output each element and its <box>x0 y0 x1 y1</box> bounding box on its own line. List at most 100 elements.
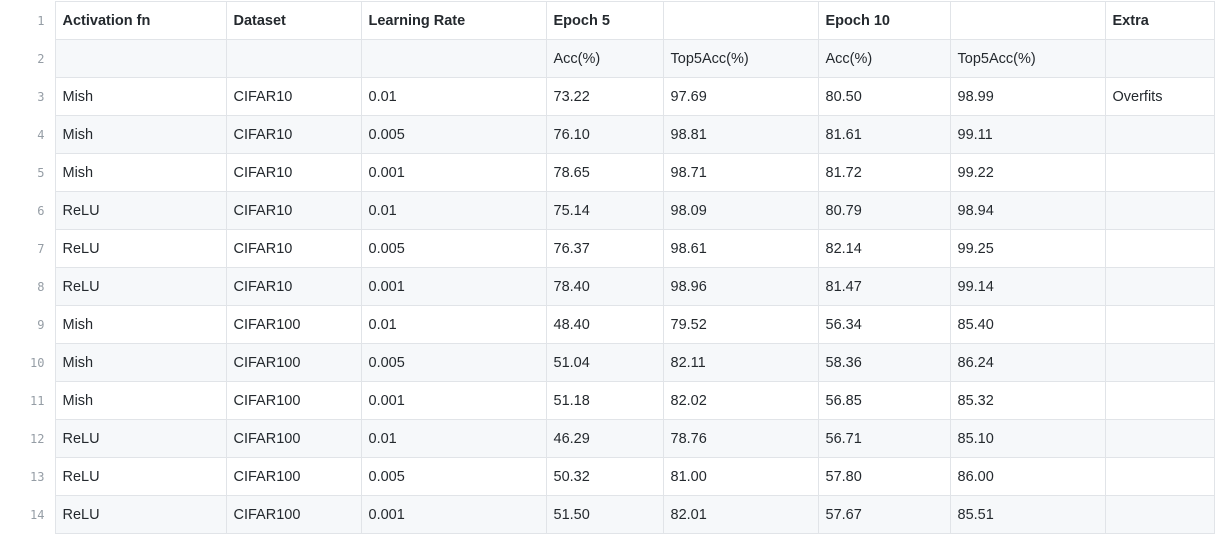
cell-epoch10-top5acc: 98.94 <box>949 191 1106 230</box>
cell-learning-rate: 0.005 <box>360 343 547 382</box>
cell-epoch10-top5acc: 85.32 <box>949 381 1106 420</box>
cell-learning-rate: 0.001 <box>360 381 547 420</box>
cell-extra <box>1104 153 1215 192</box>
cell-epoch5-acc: Epoch 5 <box>545 1 664 40</box>
table-row: 12 ReLU CIFAR100 0.01 46.29 78.76 56.71 85.10 <box>0 419 1215 458</box>
cell-activation-fn: Mish <box>54 153 227 192</box>
cell-learning-rate: 0.01 <box>360 305 547 344</box>
table-row: 11 Mish CIFAR100 0.001 51.18 82.02 56.85 85.32 <box>0 381 1215 420</box>
cell-learning-rate <box>360 39 547 78</box>
cell-epoch10-top5acc: 85.51 <box>949 495 1106 534</box>
cell-dataset: CIFAR10 <box>225 115 362 154</box>
line-number: 1 <box>0 1 55 40</box>
cell-dataset: CIFAR100 <box>225 457 362 496</box>
cell-learning-rate: 0.001 <box>360 153 547 192</box>
cell-learning-rate: 0.005 <box>360 229 547 268</box>
cell-epoch10-top5acc: 85.40 <box>949 305 1106 344</box>
cell-epoch10-acc: 56.34 <box>817 305 951 344</box>
cell-extra <box>1104 495 1215 534</box>
cell-epoch5-top5acc: 97.69 <box>662 77 819 116</box>
cell-learning-rate: Learning Rate <box>360 1 547 40</box>
cell-extra: Extra <box>1104 1 1215 40</box>
cell-epoch5-acc: 76.10 <box>545 115 664 154</box>
cell-learning-rate: 0.01 <box>360 77 547 116</box>
cell-epoch5-acc: 51.18 <box>545 381 664 420</box>
cell-epoch5-acc: 51.04 <box>545 343 664 382</box>
cell-epoch5-acc: 51.50 <box>545 495 664 534</box>
cell-activation-fn: Mish <box>54 343 227 382</box>
cell-epoch10-acc: Epoch 10 <box>817 1 951 40</box>
cell-epoch10-acc: 81.61 <box>817 115 951 154</box>
cell-learning-rate: 0.005 <box>360 115 547 154</box>
line-number: 9 <box>0 305 55 344</box>
cell-epoch10-acc: 80.79 <box>817 191 951 230</box>
cell-activation-fn: Activation fn <box>54 1 227 40</box>
cell-epoch5-top5acc: 98.71 <box>662 153 819 192</box>
cell-epoch10-acc: 56.85 <box>817 381 951 420</box>
cell-epoch10-top5acc: 99.25 <box>949 229 1106 268</box>
cell-epoch5-acc: 46.29 <box>545 419 664 458</box>
cell-extra <box>1104 419 1215 458</box>
cell-learning-rate: 0.005 <box>360 457 547 496</box>
cell-epoch5-top5acc: 98.61 <box>662 229 819 268</box>
line-number: 3 <box>0 77 55 116</box>
cell-epoch10-acc: 81.47 <box>817 267 951 306</box>
cell-activation-fn: Mish <box>54 77 227 116</box>
cell-epoch10-top5acc: 99.11 <box>949 115 1106 154</box>
cell-epoch10-acc: 80.50 <box>817 77 951 116</box>
cell-epoch5-top5acc: 82.11 <box>662 343 819 382</box>
line-number: 13 <box>0 457 55 496</box>
cell-epoch5-acc: 48.40 <box>545 305 664 344</box>
cell-epoch10-top5acc: 99.14 <box>949 267 1106 306</box>
cell-epoch10-acc: 58.36 <box>817 343 951 382</box>
cell-epoch10-top5acc: 86.24 <box>949 343 1106 382</box>
line-number: 10 <box>0 343 55 382</box>
cell-epoch10-acc: 56.71 <box>817 419 951 458</box>
cell-extra <box>1104 343 1215 382</box>
cell-dataset: CIFAR100 <box>225 343 362 382</box>
cell-activation-fn <box>54 39 227 78</box>
table-row: 5 Mish CIFAR10 0.001 78.65 98.71 81.72 99.22 <box>0 153 1215 192</box>
table-row: 10 Mish CIFAR100 0.005 51.04 82.11 58.36 86.24 <box>0 343 1215 382</box>
line-number: 4 <box>0 115 55 154</box>
cell-epoch5-top5acc <box>662 1 819 40</box>
cell-epoch5-top5acc: 79.52 <box>662 305 819 344</box>
cell-extra <box>1104 381 1215 420</box>
cell-dataset: CIFAR100 <box>225 419 362 458</box>
cell-epoch10-acc: 82.14 <box>817 229 951 268</box>
cell-activation-fn: Mish <box>54 305 227 344</box>
cell-dataset <box>225 39 362 78</box>
cell-activation-fn: ReLU <box>54 229 227 268</box>
cell-dataset: CIFAR10 <box>225 229 362 268</box>
cell-activation-fn: ReLU <box>54 495 227 534</box>
cell-extra: Overfits <box>1104 77 1215 116</box>
table-row: 2 Acc(%) Top5Acc(%) Acc(%) Top5Acc(%) <box>0 39 1215 78</box>
table-row: 3 Mish CIFAR10 0.01 73.22 97.69 80.50 98.99 Over… <box>0 77 1215 116</box>
cell-dataset: CIFAR10 <box>225 77 362 116</box>
cell-epoch5-top5acc: 98.81 <box>662 115 819 154</box>
cell-activation-fn: ReLU <box>54 191 227 230</box>
table-row: 4 Mish CIFAR10 0.005 76.10 98.81 81.61 99.11 <box>0 115 1215 154</box>
table-row: 14 ReLU CIFAR100 0.001 51.50 82.01 57.67 85.51 <box>0 495 1215 534</box>
cell-learning-rate: 0.001 <box>360 495 547 534</box>
table-row: 7 ReLU CIFAR10 0.005 76.37 98.61 82.14 99.25 <box>0 229 1215 268</box>
table-row: 9 Mish CIFAR100 0.01 48.40 79.52 56.34 85.40 <box>0 305 1215 344</box>
cell-epoch5-acc: 75.14 <box>545 191 664 230</box>
line-number: 7 <box>0 229 55 268</box>
cell-epoch10-top5acc <box>949 1 1106 40</box>
cell-extra <box>1104 267 1215 306</box>
cell-activation-fn: ReLU <box>54 419 227 458</box>
cell-extra <box>1104 229 1215 268</box>
cell-learning-rate: 0.01 <box>360 419 547 458</box>
cell-extra <box>1104 39 1215 78</box>
cell-activation-fn: ReLU <box>54 457 227 496</box>
cell-epoch5-acc: 50.32 <box>545 457 664 496</box>
cell-dataset: CIFAR100 <box>225 381 362 420</box>
cell-epoch5-acc: Acc(%) <box>545 39 664 78</box>
cell-epoch5-top5acc: 81.00 <box>662 457 819 496</box>
cell-dataset: Dataset <box>225 1 362 40</box>
cell-extra <box>1104 457 1215 496</box>
cell-dataset: CIFAR100 <box>225 305 362 344</box>
